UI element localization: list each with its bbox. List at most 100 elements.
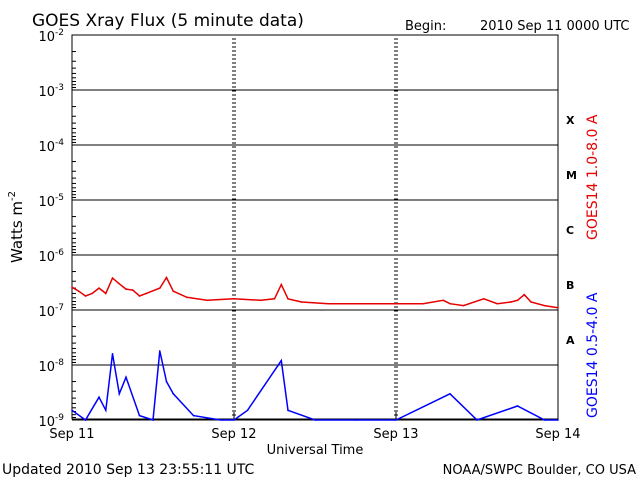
x-tick-label: Sep 14	[535, 427, 580, 442]
y-tick-exp: -2	[55, 28, 64, 38]
data-point	[462, 304, 465, 307]
legend-long-channel: GOES14 1.0-8.0 A	[585, 114, 601, 240]
x-tick-label: Sep 13	[373, 427, 418, 442]
footer-updated: Updated 2010 Sep 13 23:55:11 UTC	[2, 462, 255, 478]
y-axis-label-main: Watts m	[8, 201, 26, 263]
data-point	[246, 409, 249, 412]
data-point	[442, 299, 445, 302]
data-point	[300, 301, 303, 303]
data-point	[158, 287, 161, 289]
data-point	[219, 419, 222, 421]
data-point	[233, 297, 235, 300]
y-axis-label-exp: -2	[7, 191, 18, 201]
data-point	[530, 301, 532, 303]
y-tick-label: 10-7	[38, 303, 64, 320]
flare-class-label: B	[566, 279, 574, 292]
data-point	[233, 419, 235, 421]
data-point	[165, 380, 168, 383]
data-point	[287, 409, 289, 412]
day-separators	[232, 38, 398, 416]
data-point	[496, 302, 499, 305]
y-tick-base: 10	[38, 415, 55, 430]
chart-title: GOES Xray Flux (5 minute data)	[32, 11, 304, 31]
data-point	[557, 306, 559, 309]
data-point	[138, 295, 141, 297]
y-tick-label: 10-5	[38, 193, 64, 210]
y-tick-base: 10	[38, 250, 55, 265]
y-tick-exp: -9	[55, 413, 64, 423]
flare-class-label: X	[566, 114, 575, 127]
data-point	[280, 359, 283, 362]
y-tick-exp: -7	[55, 303, 64, 313]
data-point	[138, 414, 141, 417]
data-point	[104, 292, 107, 295]
data-point	[98, 396, 100, 398]
data-point	[354, 419, 357, 421]
data-point	[71, 286, 73, 288]
data-point	[185, 296, 188, 299]
data-point	[145, 292, 148, 295]
data-point	[354, 302, 357, 305]
data-point	[172, 392, 175, 395]
series-group	[71, 275, 559, 422]
series-line-short	[71, 350, 558, 422]
data-point	[381, 302, 384, 305]
gridlines	[72, 89, 558, 421]
data-point	[111, 352, 114, 355]
data-point	[131, 289, 134, 291]
data-point	[71, 409, 73, 412]
data-point	[152, 419, 154, 421]
footer-source: NOAA/SWPC Boulder, CO USA	[443, 463, 636, 478]
x-tick-label: Sep 11	[49, 427, 94, 442]
data-point	[260, 299, 262, 302]
data-point	[280, 283, 283, 286]
y-tick-base: 10	[38, 30, 55, 45]
data-point	[206, 299, 208, 302]
data-point	[422, 302, 424, 305]
data-point	[509, 301, 512, 303]
flare-class-label: M	[566, 169, 577, 182]
y-tick-label: 10-4	[38, 138, 64, 155]
data-point	[314, 419, 316, 421]
y-tick-label: 10-3	[38, 83, 64, 100]
y-tick-base: 10	[38, 360, 55, 375]
data-point	[192, 414, 195, 417]
y-tick-label: 10-6	[38, 248, 64, 265]
data-point	[287, 297, 289, 300]
data-point	[273, 297, 276, 300]
data-point	[125, 288, 127, 290]
data-point	[98, 287, 100, 289]
y-tick-exp: -8	[55, 358, 64, 368]
data-point	[523, 293, 526, 296]
y-tick-base: 10	[38, 140, 55, 155]
data-point	[104, 409, 107, 412]
data-point	[165, 276, 168, 279]
data-point	[449, 302, 451, 305]
x-axis-ticks: Sep 11 Sep 12 Sep 13 Sep 14	[49, 412, 581, 442]
data-point	[84, 295, 87, 297]
y-axis-label: Watts m-2	[7, 191, 26, 263]
y-tick-label: 10-8	[38, 358, 64, 375]
series-line-long	[71, 275, 559, 309]
x-tick-label: Sep 12	[211, 427, 256, 442]
data-point	[172, 290, 175, 292]
data-point	[449, 392, 451, 395]
data-point	[118, 392, 121, 395]
y-tick-base: 10	[38, 195, 55, 210]
data-point	[516, 299, 519, 302]
y-tick-exp: -3	[55, 83, 64, 93]
data-point	[543, 304, 546, 307]
data-point	[77, 290, 80, 292]
y-tick-exp: -6	[55, 248, 64, 258]
y-tick-label: 10-9	[38, 413, 64, 430]
data-point	[84, 419, 87, 421]
data-point	[91, 292, 94, 295]
data-point	[395, 419, 397, 421]
begin-value: 2010 Sep 11 0000 UTC	[480, 19, 630, 34]
y-tick-exp: -4	[55, 138, 64, 148]
data-point	[118, 282, 121, 285]
y-tick-exp: -5	[55, 193, 64, 203]
flare-class-label: C	[566, 224, 574, 237]
legend-short-channel: GOES14 0.5-4.0 A	[585, 292, 601, 418]
